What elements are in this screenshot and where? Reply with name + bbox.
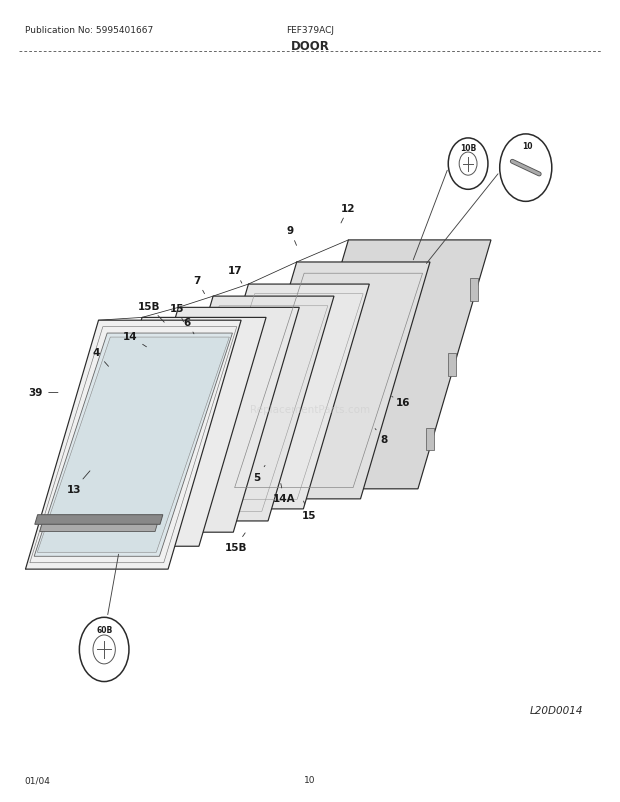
Text: 10: 10 [304,776,316,784]
Text: 15: 15 [301,501,316,520]
Polygon shape [448,354,456,376]
Polygon shape [227,262,430,499]
Text: 6: 6 [184,318,194,334]
Text: 15B: 15B [138,302,164,322]
Polygon shape [470,279,477,302]
Text: 9: 9 [286,226,296,246]
Polygon shape [147,297,334,521]
Text: 10B: 10B [460,144,476,153]
Text: FEF379ACJ: FEF379ACJ [286,26,334,34]
Text: 8: 8 [375,429,388,444]
Polygon shape [37,338,229,553]
Text: 12: 12 [341,204,356,224]
Polygon shape [35,515,163,525]
Circle shape [79,618,129,682]
Circle shape [500,135,552,202]
Polygon shape [112,308,299,533]
Text: 13: 13 [67,472,90,494]
Text: 01/04: 01/04 [25,776,51,784]
Text: 60B: 60B [96,626,112,634]
Polygon shape [427,428,434,451]
Polygon shape [275,241,491,489]
Text: 39: 39 [29,388,58,398]
Polygon shape [40,525,157,532]
Text: 14A: 14A [273,484,295,504]
Text: 17: 17 [228,266,243,284]
Text: 5: 5 [254,466,265,482]
Text: 16: 16 [392,397,410,407]
Polygon shape [182,285,370,509]
Circle shape [448,139,488,190]
Text: Publication No: 5995401667: Publication No: 5995401667 [25,26,153,34]
Text: 7: 7 [193,276,205,294]
Text: L20D0014: L20D0014 [529,706,583,715]
Text: 10: 10 [522,142,533,151]
Text: ReplacementParts.com: ReplacementParts.com [250,404,370,414]
Text: 15B: 15B [224,533,247,552]
Text: 15: 15 [169,304,184,322]
Text: DOOR: DOOR [291,40,329,53]
Text: 4: 4 [92,348,108,367]
Polygon shape [75,318,266,547]
Polygon shape [25,321,241,569]
Text: 14: 14 [123,332,146,347]
Polygon shape [34,334,232,557]
